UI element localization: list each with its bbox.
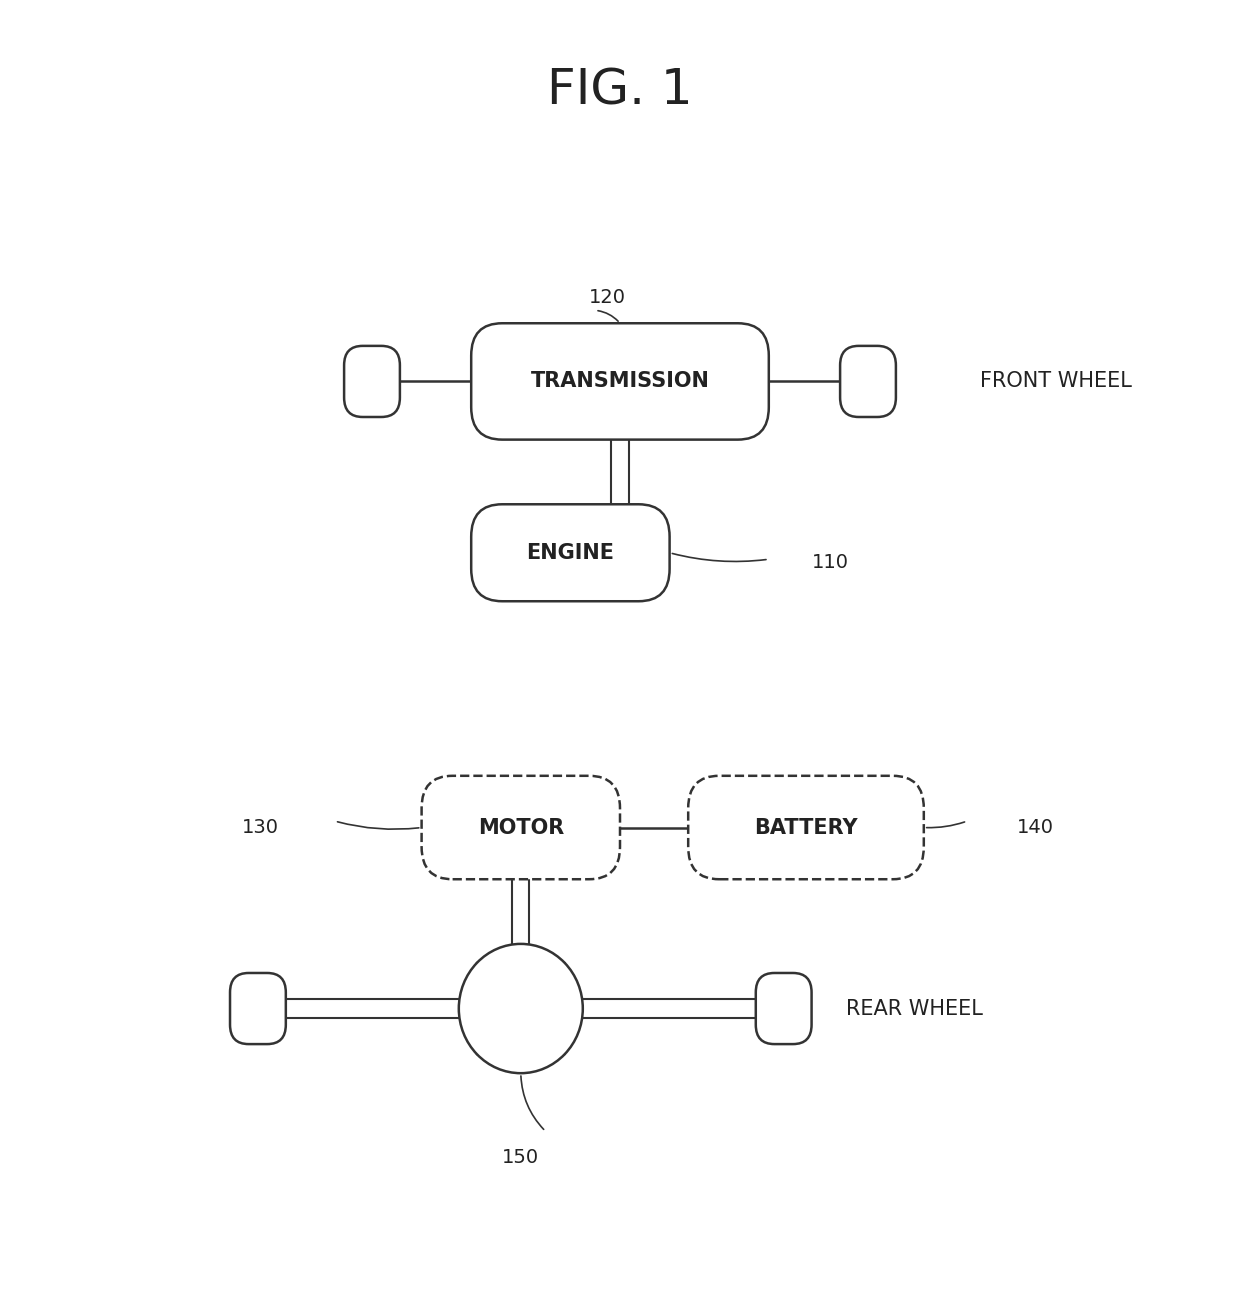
- Text: FIG. 1: FIG. 1: [547, 66, 693, 115]
- Text: 110: 110: [812, 553, 849, 572]
- Circle shape: [459, 944, 583, 1073]
- Text: 150: 150: [502, 1148, 539, 1166]
- FancyBboxPatch shape: [471, 323, 769, 440]
- FancyBboxPatch shape: [343, 345, 399, 416]
- FancyBboxPatch shape: [688, 776, 924, 879]
- Text: MOTOR: MOTOR: [477, 817, 564, 838]
- Text: FRONT WHEEL: FRONT WHEEL: [980, 371, 1131, 392]
- Text: REAR WHEEL: REAR WHEEL: [846, 998, 982, 1019]
- Text: 130: 130: [242, 818, 279, 837]
- Text: 140: 140: [1017, 818, 1054, 837]
- FancyBboxPatch shape: [231, 972, 286, 1045]
- Text: TRANSMISSION: TRANSMISSION: [531, 371, 709, 392]
- FancyBboxPatch shape: [756, 972, 812, 1045]
- Text: 120: 120: [589, 288, 626, 306]
- FancyBboxPatch shape: [841, 345, 895, 416]
- FancyBboxPatch shape: [471, 504, 670, 601]
- FancyBboxPatch shape: [422, 776, 620, 879]
- Text: ENGINE: ENGINE: [527, 543, 614, 562]
- Text: BATTERY: BATTERY: [754, 817, 858, 838]
